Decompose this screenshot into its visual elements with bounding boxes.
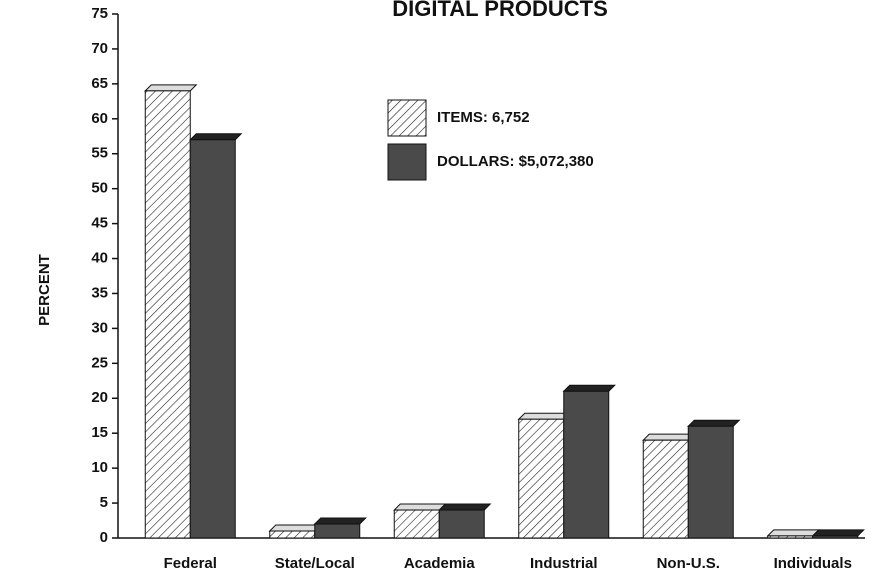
y-tick-label: 0 bbox=[100, 529, 108, 546]
legend-swatch bbox=[387, 99, 427, 137]
x-tick-label: Federal bbox=[164, 555, 217, 572]
y-tick-label: 20 bbox=[91, 389, 108, 406]
bar-top bbox=[144, 84, 198, 92]
x-tick-label: State/Local bbox=[275, 555, 355, 572]
bar bbox=[518, 418, 565, 539]
bar-top bbox=[189, 133, 243, 141]
bar bbox=[189, 139, 236, 539]
bar bbox=[812, 535, 859, 539]
y-tick-label: 10 bbox=[91, 459, 108, 476]
bar bbox=[687, 425, 734, 539]
bar bbox=[393, 509, 440, 539]
y-tick-label: 5 bbox=[100, 494, 108, 511]
bar-top bbox=[313, 517, 367, 525]
bar bbox=[269, 530, 316, 539]
x-tick-label: Individuals bbox=[774, 555, 852, 572]
y-tick-label: 45 bbox=[91, 215, 108, 232]
bar-top bbox=[517, 412, 571, 420]
y-tick-label: 70 bbox=[91, 40, 108, 57]
y-axis-label: PERCENT bbox=[36, 254, 53, 326]
y-tick-label: 50 bbox=[91, 180, 108, 197]
y-tick-label: 35 bbox=[91, 284, 108, 301]
x-tick-label: Academia bbox=[404, 555, 476, 572]
x-tick-label: Non-U.S. bbox=[657, 555, 720, 572]
legend-label: DOLLARS: $5,072,380 bbox=[437, 153, 594, 170]
bar bbox=[767, 535, 814, 539]
y-tick-label: 40 bbox=[91, 250, 108, 267]
bar-top bbox=[766, 529, 820, 537]
bar-top bbox=[562, 384, 616, 392]
bar-top bbox=[811, 529, 865, 537]
y-tick-label: 15 bbox=[91, 424, 108, 441]
x-tick-label: Industrial bbox=[530, 555, 598, 572]
bar-top bbox=[393, 503, 447, 511]
y-tick-label: 60 bbox=[91, 110, 108, 127]
legend-swatch bbox=[387, 143, 427, 181]
y-tick-label: 75 bbox=[91, 5, 108, 22]
bar bbox=[438, 509, 485, 539]
y-tick-label: 25 bbox=[91, 354, 108, 371]
y-tick-label: 55 bbox=[91, 145, 108, 162]
chart-title: DIGITAL PRODUCTS bbox=[392, 0, 608, 21]
y-tick-label: 65 bbox=[91, 75, 108, 92]
bar bbox=[642, 439, 689, 539]
bar bbox=[563, 390, 610, 539]
bar-top bbox=[438, 503, 492, 511]
legend-label: ITEMS: 6,752 bbox=[437, 109, 530, 126]
bar bbox=[144, 90, 191, 539]
bar-top bbox=[642, 433, 696, 441]
bar bbox=[314, 523, 361, 539]
y-tick-label: 30 bbox=[91, 319, 108, 336]
bar-top bbox=[687, 419, 741, 427]
bar-top bbox=[268, 524, 322, 532]
